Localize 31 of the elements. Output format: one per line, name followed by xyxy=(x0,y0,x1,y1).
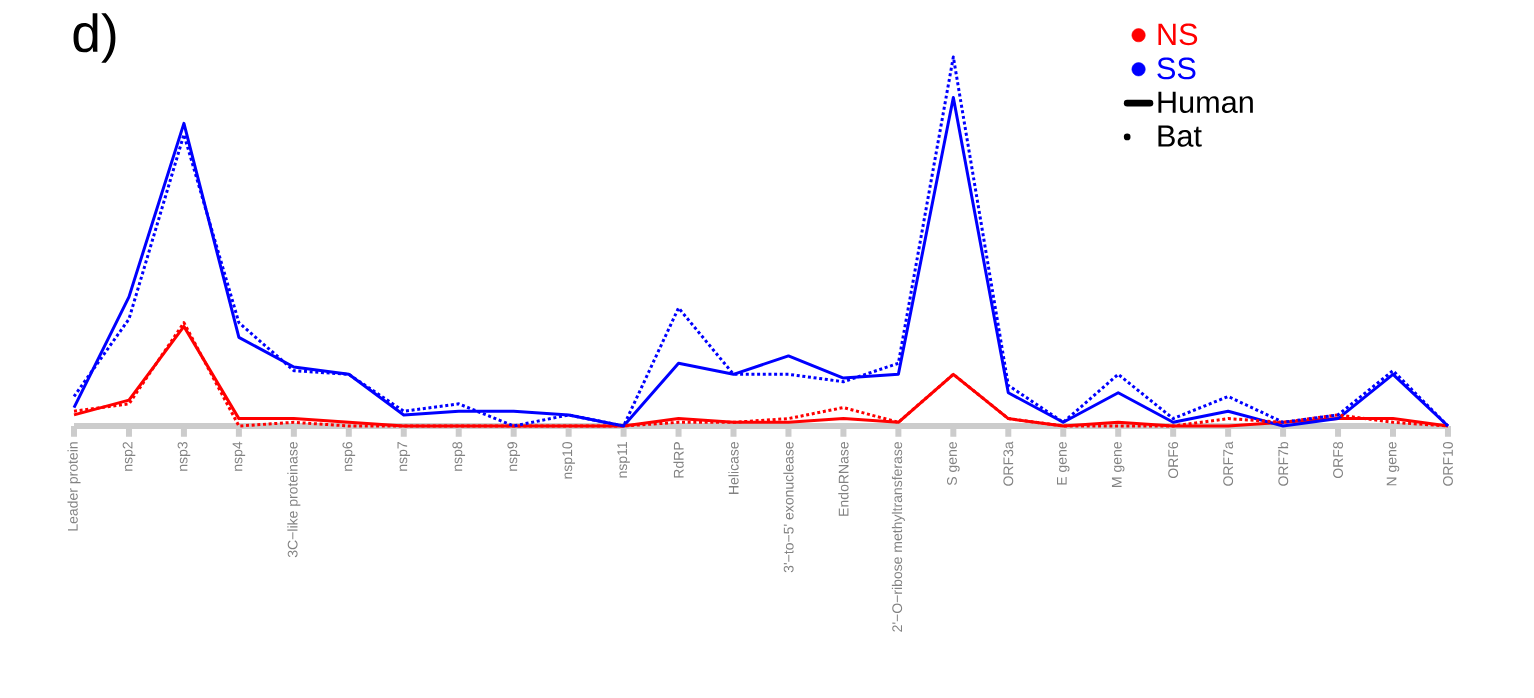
chart-title: d) xyxy=(73,13,116,63)
x-tick-label: Leader protein xyxy=(67,442,81,531)
annotation: Human xyxy=(1158,91,1253,114)
x-tick-label: Helicase xyxy=(728,442,739,494)
x-tick-label: N gene xyxy=(1386,442,1400,486)
x-tick-label: 2'−O−ribose methyltransferase xyxy=(891,442,905,632)
x-tick-label: nsp7 xyxy=(397,442,411,471)
x-tick-label: M gene xyxy=(1111,442,1125,487)
x-tick-label: E gene xyxy=(1057,442,1070,485)
x-tick-label: nsp8 xyxy=(452,441,466,471)
x-tick-label: nsp4 xyxy=(232,441,246,471)
x-tick-label: nsp9 xyxy=(507,442,521,471)
x-tick-label: 3'−to−5' exonuclease xyxy=(783,442,794,573)
x-tick-label: ORF8 xyxy=(1333,441,1344,479)
x-tick-label: RdRP xyxy=(673,442,684,478)
x-tick-label: EndoRNase xyxy=(838,442,849,516)
x-tick-label: S gene xyxy=(947,442,960,486)
x-tick-label: ORF10 xyxy=(1443,441,1453,486)
x-tick-label: nsp6 xyxy=(342,441,356,471)
x-tick-label: ORF3a xyxy=(1003,441,1014,486)
annotation: Bat xyxy=(1158,125,1202,147)
x-tick-label: nsp10 xyxy=(562,441,575,479)
legend-label: NS xyxy=(1158,23,1198,46)
x-tick-label: 3C−like proteinase xyxy=(287,442,301,558)
legend-label: SS xyxy=(1157,57,1196,80)
x-tick-label: ORF7a xyxy=(1223,441,1234,486)
x-tick-label: nsp3 xyxy=(177,441,191,471)
x-tick-label: ORF7b xyxy=(1277,441,1289,486)
x-tick-label: nsp11 xyxy=(617,442,630,478)
x-tick-label: ORF6 xyxy=(1168,441,1179,479)
x-tick-label: nsp2 xyxy=(122,442,136,471)
